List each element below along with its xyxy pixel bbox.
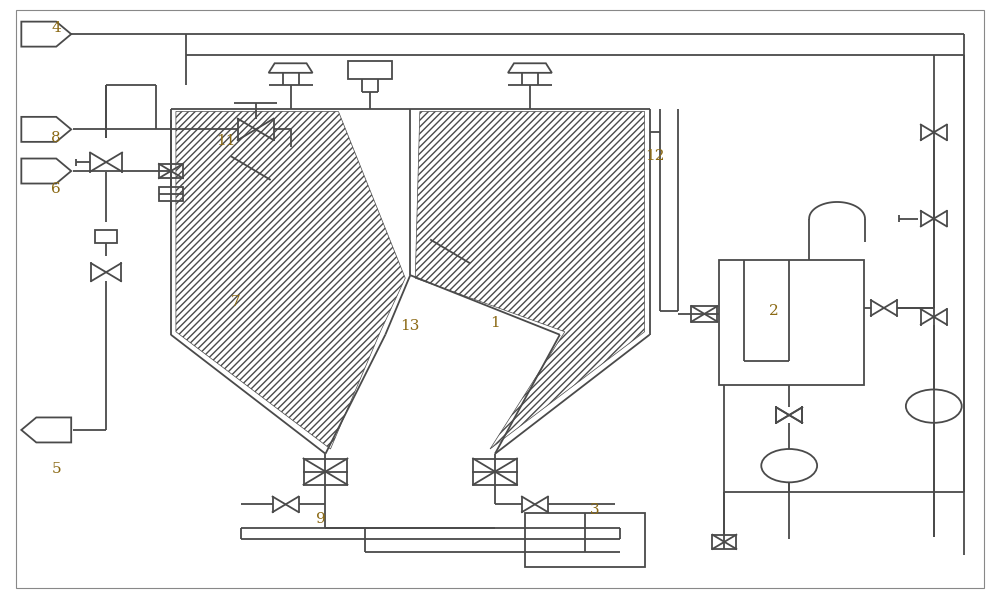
Bar [473, 459, 517, 485]
Polygon shape [176, 111, 405, 449]
Text: 7: 7 [231, 295, 241, 309]
Text: 6: 6 [51, 182, 61, 196]
Polygon shape [21, 117, 71, 142]
Bar [691, 306, 717, 322]
Text: 13: 13 [401, 319, 420, 332]
Bar [525, 513, 645, 567]
Bar [348, 61, 392, 79]
Text: 8: 8 [51, 132, 61, 145]
Bar [719, 260, 864, 385]
Polygon shape [21, 22, 71, 47]
Circle shape [906, 389, 962, 423]
Text: 5: 5 [51, 462, 61, 475]
Bar [95, 230, 117, 243]
Polygon shape [508, 63, 552, 73]
Text: 12: 12 [645, 149, 664, 163]
Text: 3: 3 [590, 504, 600, 517]
Text: 4: 4 [51, 21, 61, 35]
Bar [712, 535, 736, 549]
Text: 9: 9 [316, 512, 325, 526]
Text: 1: 1 [490, 316, 500, 330]
Polygon shape [269, 63, 313, 73]
Text: 2: 2 [769, 304, 779, 318]
Bar [159, 164, 183, 178]
Bar [159, 187, 183, 201]
Polygon shape [415, 111, 645, 449]
Circle shape [761, 449, 817, 483]
Bar [304, 459, 347, 485]
Polygon shape [21, 158, 71, 184]
Polygon shape [21, 417, 71, 443]
Text: 11: 11 [216, 135, 236, 148]
